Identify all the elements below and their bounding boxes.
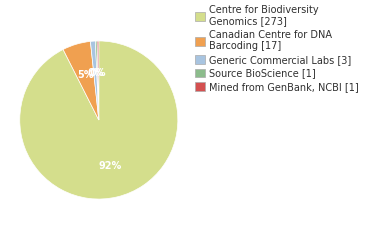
Wedge shape [20,41,178,199]
Text: 5%: 5% [77,70,93,79]
Legend: Centre for Biodiversity
Genomics [273], Canadian Centre for DNA
Barcoding [17], : Centre for Biodiversity Genomics [273], … [195,5,359,92]
Wedge shape [95,41,99,120]
Wedge shape [63,42,99,120]
Text: 92%: 92% [98,161,122,171]
Wedge shape [90,41,99,120]
Text: 0%: 0% [87,68,103,78]
Wedge shape [97,41,99,120]
Text: 0%: 0% [89,68,106,78]
